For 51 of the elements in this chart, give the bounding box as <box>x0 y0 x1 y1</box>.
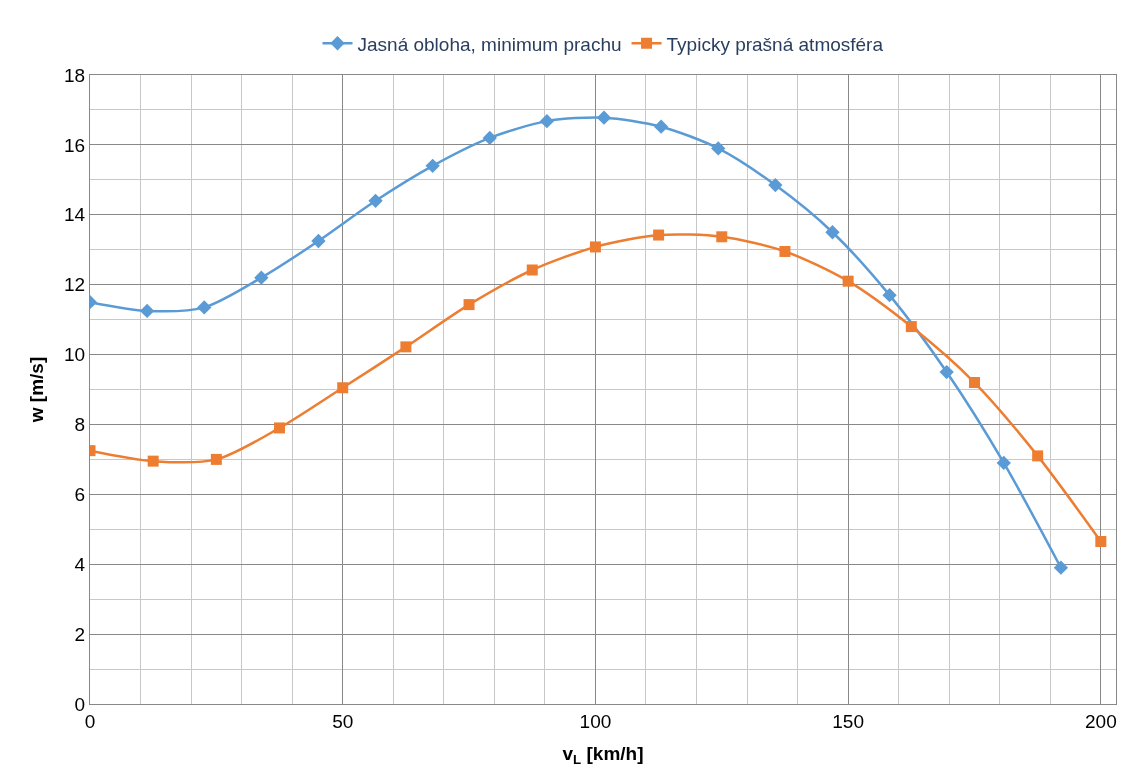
point <box>274 422 286 434</box>
y-tick-label: 4 <box>74 553 86 575</box>
point <box>711 141 726 156</box>
y-axis-title: w [m/s] <box>25 356 47 424</box>
y-tick-label: 14 <box>64 204 86 226</box>
y-tick-label: 8 <box>74 414 86 436</box>
x-tick-label: 150 <box>832 710 864 732</box>
point <box>939 364 954 380</box>
point <box>139 303 155 319</box>
point <box>337 382 349 394</box>
y-tick-label: 2 <box>74 623 86 645</box>
point <box>996 455 1011 471</box>
point <box>1053 560 1069 575</box>
legend-label: Jasná obloha, minimum prachu <box>357 33 622 55</box>
point <box>842 275 854 287</box>
y-tick-label: 6 <box>74 483 86 505</box>
point <box>425 158 440 174</box>
y-tick-label: 12 <box>64 274 86 296</box>
point <box>653 119 669 134</box>
point <box>1095 536 1107 548</box>
point <box>768 177 783 193</box>
x-tick-label: 50 <box>332 710 354 732</box>
x-axis-title: v$_{L}$ [km/h] <box>562 742 644 767</box>
point <box>400 341 412 353</box>
point <box>779 245 791 257</box>
point <box>197 300 212 315</box>
y-tick-label: 0 <box>74 693 86 715</box>
point <box>526 264 538 276</box>
point <box>210 453 222 465</box>
x-tick-label: 200 <box>1084 710 1117 732</box>
point <box>463 299 475 311</box>
point <box>1032 450 1044 462</box>
point <box>905 321 917 333</box>
y-tick-label: 16 <box>64 134 86 156</box>
point <box>653 229 665 241</box>
y-tick-label: 10 <box>64 344 86 366</box>
point <box>147 455 159 467</box>
point <box>482 130 497 146</box>
x-tick-label: 100 <box>579 710 612 732</box>
point <box>716 231 728 243</box>
point <box>539 113 555 129</box>
point <box>368 193 383 208</box>
point <box>882 288 897 303</box>
point <box>596 110 612 125</box>
point <box>589 241 601 253</box>
point <box>968 377 980 389</box>
point <box>254 270 269 285</box>
point <box>825 225 840 240</box>
y-tick-label: 18 <box>64 64 86 86</box>
point <box>311 233 326 249</box>
legend-label: Typicky prašná atmosféra <box>666 33 884 55</box>
